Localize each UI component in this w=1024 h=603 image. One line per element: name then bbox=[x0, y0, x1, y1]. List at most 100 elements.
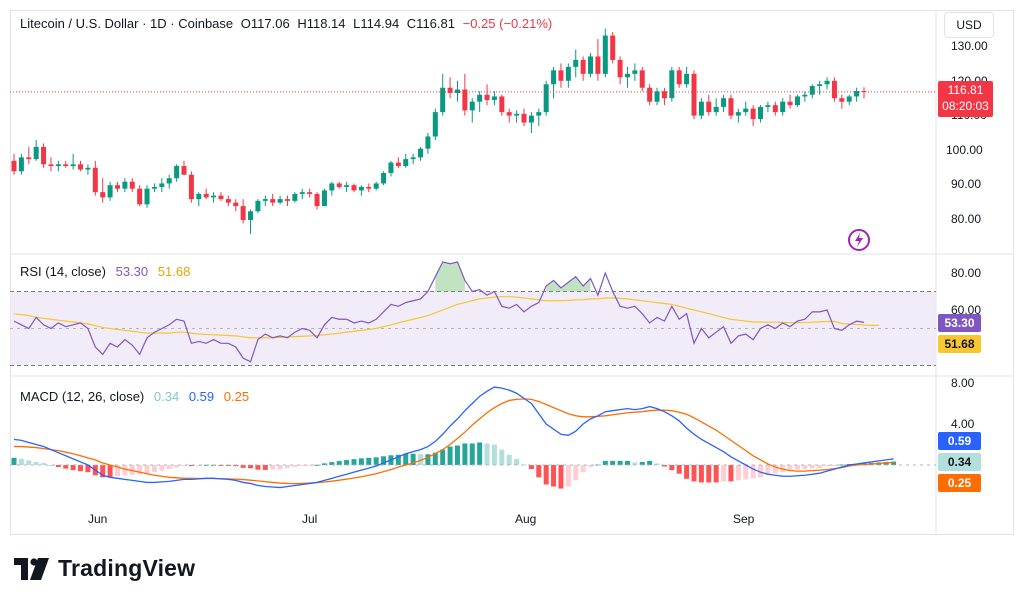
macd-histogram-bar bbox=[669, 465, 675, 471]
macd-histogram-bar bbox=[484, 443, 490, 465]
rsi-tick-label: 60.00 bbox=[951, 303, 982, 317]
rsi-tag: 53.30 bbox=[938, 314, 981, 332]
macd-histogram-bar bbox=[891, 461, 897, 465]
candle-body bbox=[336, 183, 342, 187]
macd-histogram-bar bbox=[410, 453, 416, 465]
candle-body bbox=[713, 106, 719, 113]
lightning-icon[interactable] bbox=[846, 227, 872, 253]
candle-body bbox=[691, 73, 697, 116]
macd-hist-tag: 0.34 bbox=[938, 453, 981, 471]
candle-body bbox=[314, 193, 320, 207]
macd-histogram-bar bbox=[551, 465, 557, 487]
macd-histogram-bar bbox=[839, 464, 845, 466]
macd-histogram-bar bbox=[41, 462, 47, 465]
candle-body bbox=[462, 89, 468, 111]
candle-body bbox=[92, 167, 98, 193]
macd-histogram-bar bbox=[758, 465, 764, 478]
candle-body bbox=[129, 181, 135, 189]
candle-body bbox=[218, 195, 224, 200]
last-price-value: 116.81 bbox=[947, 83, 984, 97]
macd-tag: 0.59 bbox=[938, 432, 981, 450]
candle-body bbox=[144, 188, 150, 205]
candle-body bbox=[329, 183, 335, 191]
y-tick-label: 130.00 bbox=[951, 39, 988, 53]
candle-body bbox=[802, 94, 808, 97]
macd-histogram-bar bbox=[181, 465, 187, 467]
x-tick-label: Jul bbox=[302, 512, 318, 526]
rsi-overbought-fill bbox=[546, 276, 591, 292]
macd-histogram-bar bbox=[565, 465, 571, 487]
candle-body bbox=[484, 94, 490, 100]
candle-body bbox=[366, 186, 372, 189]
candle-body bbox=[107, 185, 113, 198]
candle-body bbox=[11, 160, 17, 172]
macd-histogram-bar bbox=[284, 465, 290, 469]
candle-body bbox=[735, 112, 741, 116]
candle-body bbox=[41, 146, 47, 165]
candle-body bbox=[137, 188, 143, 205]
rsi-ma-tag: 51.68 bbox=[938, 335, 981, 353]
macd-histogram-bar bbox=[255, 465, 261, 470]
candle-body bbox=[676, 70, 682, 85]
macd-histogram-bar bbox=[661, 465, 667, 467]
macd-histogram-bar bbox=[787, 465, 793, 471]
candle-body bbox=[284, 199, 290, 201]
candle-body bbox=[661, 91, 667, 99]
macd-histogram-bar bbox=[772, 465, 778, 474]
symbol-legend[interactable]: Litecoin / U.S. Dollar · 1D · Coinbase O… bbox=[20, 16, 552, 31]
candle-body bbox=[772, 105, 778, 113]
macd-histogram-bar bbox=[33, 461, 39, 465]
rsi-legend[interactable]: RSI (14, close) 53.30 51.68 bbox=[20, 264, 196, 279]
macd-histogram-bar bbox=[499, 449, 505, 465]
macd-histogram-bar bbox=[48, 465, 54, 466]
rsi-line bbox=[13, 261, 865, 363]
candle-body bbox=[477, 94, 483, 102]
macd-histogram-bar bbox=[151, 465, 157, 473]
candle-body bbox=[698, 101, 704, 116]
y-tick-label: 100.00 bbox=[946, 143, 983, 157]
candle-body bbox=[196, 193, 202, 200]
macd-histogram-bar bbox=[122, 465, 128, 476]
macd-histogram-bar bbox=[262, 465, 268, 470]
candle-body bbox=[100, 192, 106, 198]
candle-body bbox=[536, 112, 542, 116]
x-tick-label: Sep bbox=[733, 512, 755, 526]
macd-histogram-bar bbox=[691, 465, 697, 482]
rsi-title: RSI (14, close) bbox=[20, 264, 106, 279]
macd-histogram-bar bbox=[233, 465, 239, 467]
tradingview-logo[interactable]: TradingView bbox=[14, 555, 195, 582]
macd-histogram-bar bbox=[588, 465, 594, 468]
macd-histogram-bar bbox=[336, 461, 342, 465]
macd-histogram-bar bbox=[728, 465, 734, 482]
candle-body bbox=[617, 59, 623, 78]
candle-body bbox=[721, 98, 727, 107]
candle-body bbox=[817, 84, 823, 87]
candle-body bbox=[114, 185, 120, 189]
candle-body bbox=[794, 96, 800, 106]
candle-body bbox=[758, 106, 764, 120]
candle-body bbox=[255, 200, 261, 212]
candle-body bbox=[55, 164, 61, 167]
macd-legend[interactable]: MACD (12, 26, close) 0.34 0.59 0.25 bbox=[20, 389, 255, 404]
candle-body bbox=[410, 157, 416, 160]
candle-body bbox=[861, 91, 867, 93]
currency-button[interactable]: USD bbox=[944, 12, 994, 38]
macd-histogram-bar bbox=[528, 465, 534, 470]
macd-histogram-bar bbox=[270, 465, 276, 470]
macd-histogram-bar bbox=[639, 461, 645, 465]
candle-body bbox=[728, 98, 734, 116]
price-change: −0.25 (−0.21%) bbox=[462, 16, 553, 31]
macd-histogram-bar bbox=[536, 465, 542, 478]
macd-histogram-bar bbox=[114, 465, 120, 477]
candle-body bbox=[647, 87, 653, 102]
macd-signal-value: 0.25 bbox=[223, 389, 250, 404]
candle-body bbox=[684, 73, 690, 85]
candle-body bbox=[240, 206, 246, 220]
ohlc-high: H118.14 bbox=[297, 16, 346, 31]
macd-histogram-bar bbox=[18, 458, 24, 465]
macd-line bbox=[13, 386, 894, 489]
rsi-tick-label: 80.00 bbox=[951, 266, 982, 280]
macd-histogram-bar bbox=[381, 456, 387, 465]
macd-histogram-bar bbox=[817, 465, 823, 469]
